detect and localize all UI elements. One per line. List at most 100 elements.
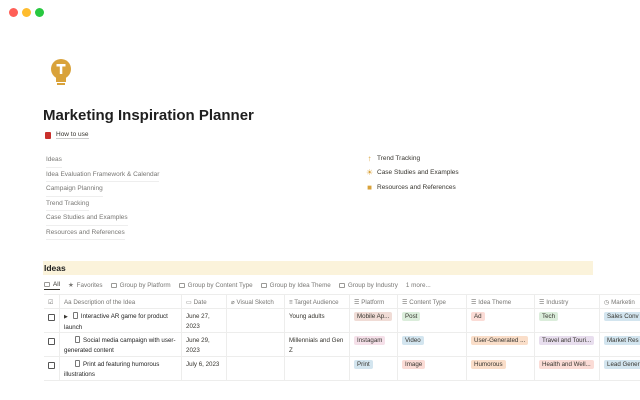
visual-sketch-cell[interactable] bbox=[227, 309, 285, 332]
marketing-tag: Market Res bbox=[604, 336, 640, 345]
nav-link-case-studies[interactable]: Case Studies and Examples bbox=[46, 211, 128, 226]
nav-link-evaluation[interactable]: Idea Evaluation Framework & Calendar bbox=[46, 168, 160, 182]
link-trend-tracking[interactable]: ↑ Trend Tracking bbox=[366, 152, 459, 166]
maximize-window-button[interactable] bbox=[35, 8, 44, 17]
theme-tag: User-Generated ... bbox=[471, 336, 529, 345]
nav-link-resources[interactable]: Resources and References bbox=[46, 226, 125, 240]
row-checkbox[interactable] bbox=[44, 357, 60, 380]
nav-link-trend[interactable]: Trend Tracking bbox=[46, 197, 90, 211]
row-checkbox[interactable] bbox=[44, 333, 60, 356]
column-header[interactable]: ⌀ Visual Sketch bbox=[227, 295, 285, 308]
content-cell[interactable]: Video bbox=[398, 333, 467, 356]
column-header[interactable]: ≡ Target Audience bbox=[285, 295, 350, 308]
column-type-icon: Aa bbox=[64, 299, 72, 306]
marketing-cell[interactable]: Sales Conv bbox=[600, 309, 640, 332]
platform-cell[interactable]: Instagam bbox=[350, 333, 398, 356]
column-header[interactable]: ▭ Date bbox=[182, 295, 227, 308]
more-views-button[interactable]: 1 more... bbox=[406, 282, 431, 289]
date-text: June 27, 2023 bbox=[186, 313, 210, 330]
tab-all[interactable]: All bbox=[44, 281, 60, 290]
industry-cell[interactable]: Health and Well... bbox=[535, 357, 600, 380]
column-type-icon: ☰ bbox=[471, 299, 477, 306]
theme-cell[interactable]: User-Generated ... bbox=[467, 333, 535, 356]
database-title: Ideas bbox=[43, 261, 593, 275]
description-cell[interactable]: Print ad featuring humorous illustration… bbox=[60, 357, 182, 380]
sun-icon: ☀ bbox=[366, 168, 374, 178]
tab-group-content-type[interactable]: Group by Content Type bbox=[178, 282, 253, 289]
column-type-icon: ▭ bbox=[186, 299, 192, 306]
column-header[interactable]: ☰ Content Type bbox=[398, 295, 467, 308]
tab-label: Group by Idea Theme bbox=[269, 282, 331, 289]
date-text: July 6, 2023 bbox=[186, 361, 220, 368]
link-label: Resources and References bbox=[377, 183, 456, 191]
content-tag: Post bbox=[402, 312, 421, 321]
date-cell[interactable]: June 27, 2023 bbox=[182, 309, 227, 332]
column-type-icon: ☰ bbox=[354, 299, 360, 306]
audience-cell[interactable] bbox=[285, 357, 350, 380]
view-tabs: All ★ Favorites Group by Platform Group b… bbox=[44, 280, 431, 291]
column-label: Marketin bbox=[611, 299, 635, 306]
minimize-window-button[interactable] bbox=[22, 8, 31, 17]
marketing-tag: Sales Conv bbox=[604, 312, 640, 321]
tab-label: Group by Content Type bbox=[187, 282, 253, 289]
marketing-cell[interactable]: Lead Gener bbox=[600, 357, 640, 380]
column-label: Target Audience bbox=[294, 299, 339, 306]
audience-text: Young adults bbox=[289, 313, 325, 320]
tab-group-platform[interactable]: Group by Platform bbox=[110, 282, 171, 289]
platform-cell[interactable]: Print bbox=[350, 357, 398, 380]
visual-sketch-cell[interactable] bbox=[227, 333, 285, 356]
nav-link-ideas[interactable]: Ideas bbox=[46, 153, 62, 168]
note-icon: ■ bbox=[367, 182, 372, 192]
industry-cell[interactable]: Travel and Touri... bbox=[535, 333, 600, 356]
theme-cell[interactable]: Ad bbox=[467, 309, 535, 332]
expand-toggle-icon[interactable]: ▶ bbox=[64, 314, 68, 320]
column-label: Idea Theme bbox=[478, 299, 512, 306]
date-cell[interactable]: July 6, 2023 bbox=[182, 357, 227, 380]
audience-cell[interactable]: Young adults bbox=[285, 309, 350, 332]
row-checkbox[interactable] bbox=[44, 309, 60, 332]
nav-right: ↑ Trend Tracking ☀ Case Studies and Exampl… bbox=[366, 152, 459, 195]
tab-favorites[interactable]: ★ Favorites bbox=[68, 282, 103, 289]
description-cell[interactable]: ▶ Interactive AR game for product launch bbox=[60, 309, 182, 332]
column-header[interactable]: Aa Description of the Idea bbox=[60, 295, 182, 308]
tab-group-industry[interactable]: Group by Industry bbox=[338, 282, 398, 289]
page-icon bbox=[75, 336, 80, 343]
visual-sketch-cell[interactable] bbox=[227, 357, 285, 380]
column-header[interactable]: ☰ Industry bbox=[535, 295, 600, 308]
book-icon bbox=[45, 131, 51, 139]
nav-link-campaign[interactable]: Campaign Planning bbox=[46, 182, 103, 197]
link-resources[interactable]: ■ Resources and References bbox=[366, 181, 459, 195]
close-window-button[interactable] bbox=[9, 8, 18, 17]
platform-tag: Mobile Ap... bbox=[354, 312, 393, 321]
nav-left: Ideas Idea Evaluation Framework & Calend… bbox=[46, 153, 160, 240]
theme-cell[interactable]: Humorous bbox=[467, 357, 535, 380]
date-text: June 29, 2023 bbox=[186, 337, 210, 354]
column-header[interactable]: ☰ Platform bbox=[350, 295, 398, 308]
description-cell[interactable]: Social media campaign with user-generate… bbox=[60, 333, 182, 356]
content-cell[interactable]: Post bbox=[398, 309, 467, 332]
platform-cell[interactable]: Mobile Ap... bbox=[350, 309, 398, 332]
select-all-checkbox[interactable]: ☑ bbox=[44, 295, 60, 308]
date-cell[interactable]: June 29, 2023 bbox=[182, 333, 227, 356]
how-to-use-link[interactable]: How to use bbox=[45, 131, 89, 139]
tab-label: 1 more... bbox=[405, 282, 431, 289]
column-label: Description of the Idea bbox=[73, 299, 136, 306]
column-type-icon: ≡ bbox=[289, 299, 293, 306]
how-to-use-label: How to use bbox=[56, 131, 89, 139]
content-cell[interactable]: Image bbox=[398, 357, 467, 380]
link-case-studies[interactable]: ☀ Case Studies and Examples bbox=[366, 166, 459, 180]
column-label: Platform bbox=[361, 299, 385, 306]
column-header[interactable]: ☰ Idea Theme bbox=[467, 295, 535, 308]
arrow-up-icon: ↑ bbox=[367, 154, 372, 163]
tab-group-idea-theme[interactable]: Group by Idea Theme bbox=[260, 282, 331, 289]
column-type-icon: ⌀ bbox=[231, 299, 235, 306]
description-text: Social media campaign with user-generate… bbox=[64, 337, 176, 354]
lightbulb-icon bbox=[51, 59, 71, 85]
column-header[interactable]: ◷ Marketin bbox=[600, 295, 640, 308]
platform-tag: Instagam bbox=[354, 336, 386, 345]
audience-cell[interactable]: Millennials and Gen Z bbox=[285, 333, 350, 356]
marketing-cell[interactable]: Market Res bbox=[600, 333, 640, 356]
industry-cell[interactable]: Tech bbox=[535, 309, 600, 332]
link-label: Trend Tracking bbox=[377, 155, 421, 162]
tab-label: Group by Platform bbox=[119, 282, 171, 289]
